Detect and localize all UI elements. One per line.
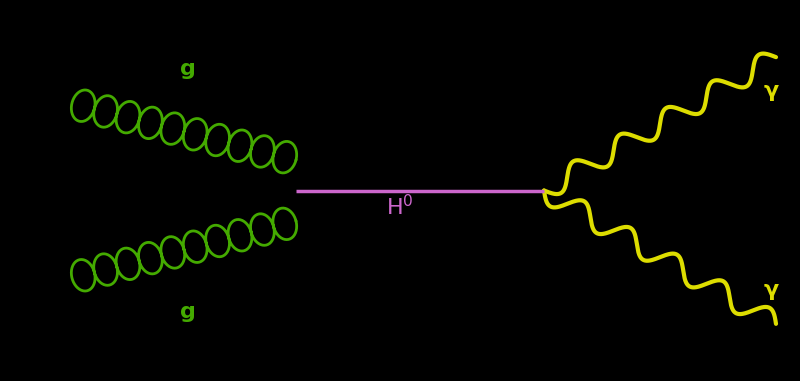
Text: g: g xyxy=(180,303,196,322)
Text: γ: γ xyxy=(764,280,779,299)
Text: γ: γ xyxy=(764,82,779,101)
Text: g: g xyxy=(180,59,196,78)
Text: H$^0$: H$^0$ xyxy=(386,194,414,219)
